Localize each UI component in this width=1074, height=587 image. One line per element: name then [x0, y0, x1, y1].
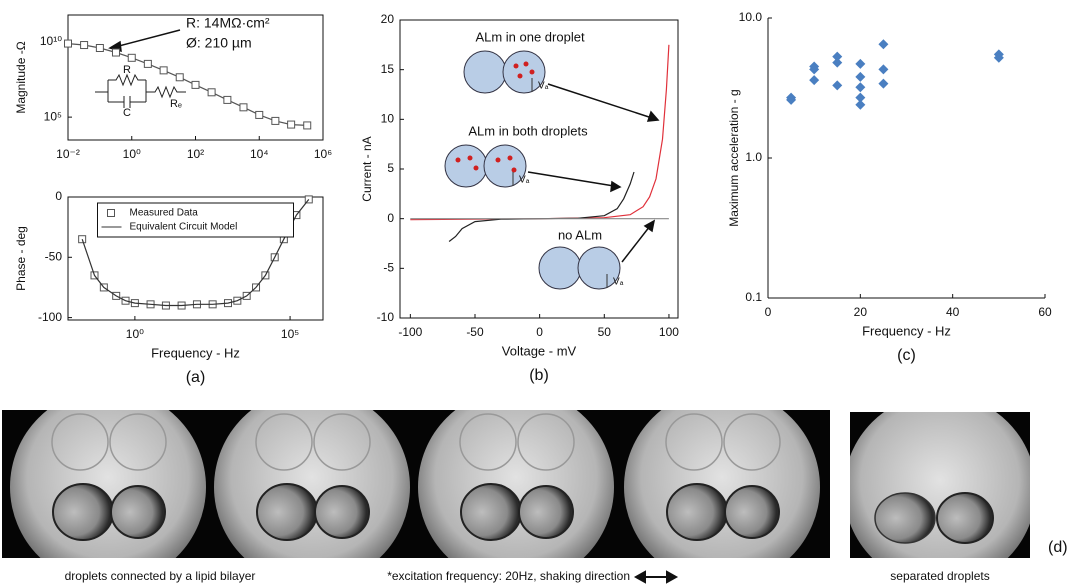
- x-tick-label: 60: [1038, 305, 1052, 319]
- y-tick-label: 20: [381, 12, 395, 26]
- data-marker: [128, 54, 135, 61]
- data-point: [809, 75, 819, 85]
- x-tick-label: 10⁰: [123, 147, 141, 161]
- x-tick-label: 10⁰: [126, 327, 144, 341]
- y-tick-label: -100: [38, 310, 62, 324]
- caption: *excitation frequency: 20Hz, shaking dir…: [387, 569, 630, 583]
- y-tick-label: 15: [381, 62, 395, 76]
- data-marker: [81, 42, 88, 49]
- y-axis-label: Maximum acceleration - g: [727, 89, 741, 226]
- y-axis-label: Magnitude -Ω: [14, 41, 28, 113]
- data-marker: [96, 45, 103, 52]
- y-tick-label: -50: [45, 249, 63, 263]
- annotation: no ALm: [558, 227, 602, 242]
- data-marker: [224, 96, 231, 103]
- caption: separated droplets: [890, 569, 989, 583]
- data-marker: [65, 40, 72, 47]
- x-tick-label: 10²: [187, 147, 204, 161]
- x-axis-label: Frequency - Hz: [151, 345, 240, 360]
- data-point: [832, 58, 842, 68]
- series-line: [68, 44, 307, 126]
- data-marker: [192, 81, 199, 88]
- legend-label: Equivalent Circuit Model: [130, 222, 238, 233]
- x-tick-label: 10⁵: [281, 327, 299, 341]
- circuit-label: C: [123, 107, 131, 119]
- x-axis-label: Frequency - Hz: [862, 323, 951, 338]
- x-tick-label: 0: [765, 305, 772, 319]
- x-tick-label: 0: [536, 325, 543, 339]
- data-marker: [79, 236, 86, 243]
- data-point: [855, 59, 865, 69]
- photo-strip: [2, 389, 830, 585]
- annotation: R: 14MΩ·cm²: [186, 15, 270, 31]
- photo-separated: [844, 394, 1036, 586]
- data-point: [878, 64, 888, 74]
- data-marker: [256, 111, 263, 118]
- y-tick-label: 0.1: [745, 290, 762, 304]
- data-marker: [272, 117, 279, 124]
- y-tick-label: 10¹⁰: [40, 34, 62, 48]
- y-tick-label: -5: [383, 261, 394, 275]
- caption: droplets connected by a lipid bilayer: [65, 569, 256, 583]
- x-tick-label: 100: [659, 325, 679, 339]
- data-marker: [176, 74, 183, 81]
- y-tick-label: 0: [387, 211, 394, 225]
- data-marker: [208, 89, 215, 96]
- x-tick-label: 50: [598, 325, 612, 339]
- y-axis-label: Current - nA: [360, 136, 374, 201]
- x-tick-label: 10⁻²: [56, 147, 80, 161]
- shake-arrow: [636, 572, 676, 582]
- data-point: [855, 72, 865, 82]
- x-tick-label: -50: [466, 325, 484, 339]
- data-point: [855, 100, 865, 110]
- x-tick-label: 10⁶: [314, 147, 332, 161]
- y-tick-label: 10⁵: [44, 109, 62, 123]
- data-point: [832, 80, 842, 90]
- data-marker: [288, 121, 295, 128]
- x-tick-label: -100: [398, 325, 422, 339]
- y-tick-label: 10: [381, 112, 395, 126]
- annotation: ALm in one droplet: [475, 29, 585, 44]
- data-marker: [112, 49, 119, 56]
- data-marker: [240, 104, 247, 111]
- legend-symbol: [108, 210, 115, 217]
- electrode-label: Vₐ: [538, 81, 549, 92]
- data-point: [855, 82, 865, 92]
- panel-label: (d): [1048, 539, 1068, 556]
- y-tick-label: 0: [55, 189, 62, 203]
- y-tick-label: 5: [387, 161, 394, 175]
- panel-label: (c): [897, 347, 916, 364]
- x-tick-label: 10⁴: [250, 147, 269, 161]
- electrode-label: Vₐ: [519, 175, 530, 186]
- y-tick-label: -10: [377, 310, 395, 324]
- data-marker: [304, 122, 311, 129]
- data-point: [878, 79, 888, 89]
- data-point: [878, 39, 888, 49]
- circuit-label: Rₑ: [170, 98, 182, 110]
- electrode-label: Vₐ: [613, 277, 624, 288]
- panel-label: (a): [186, 369, 206, 386]
- y-tick-label: 1.0: [745, 150, 762, 164]
- panel-label: (b): [529, 367, 549, 384]
- annotation: ALm in both droplets: [468, 123, 588, 138]
- circuit-label: R: [123, 64, 131, 76]
- x-tick-label: 40: [946, 305, 960, 319]
- y-axis-label: Phase - deg: [14, 226, 28, 291]
- annotation: Ø: 210 µm: [186, 35, 252, 51]
- x-axis-label: Voltage - mV: [502, 343, 577, 358]
- data-marker: [160, 67, 167, 74]
- y-tick-label: 10.0: [739, 10, 763, 24]
- legend-label: Measured Data: [130, 208, 199, 219]
- data-marker: [144, 60, 151, 67]
- figure: droplets connected by a lipid bilayer *e…: [0, 0, 1074, 587]
- x-tick-label: 20: [854, 305, 868, 319]
